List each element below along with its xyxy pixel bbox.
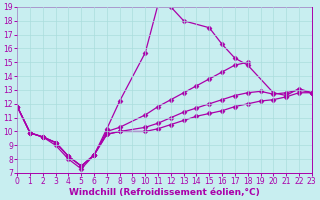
X-axis label: Windchill (Refroidissement éolien,°C): Windchill (Refroidissement éolien,°C) (69, 188, 260, 197)
